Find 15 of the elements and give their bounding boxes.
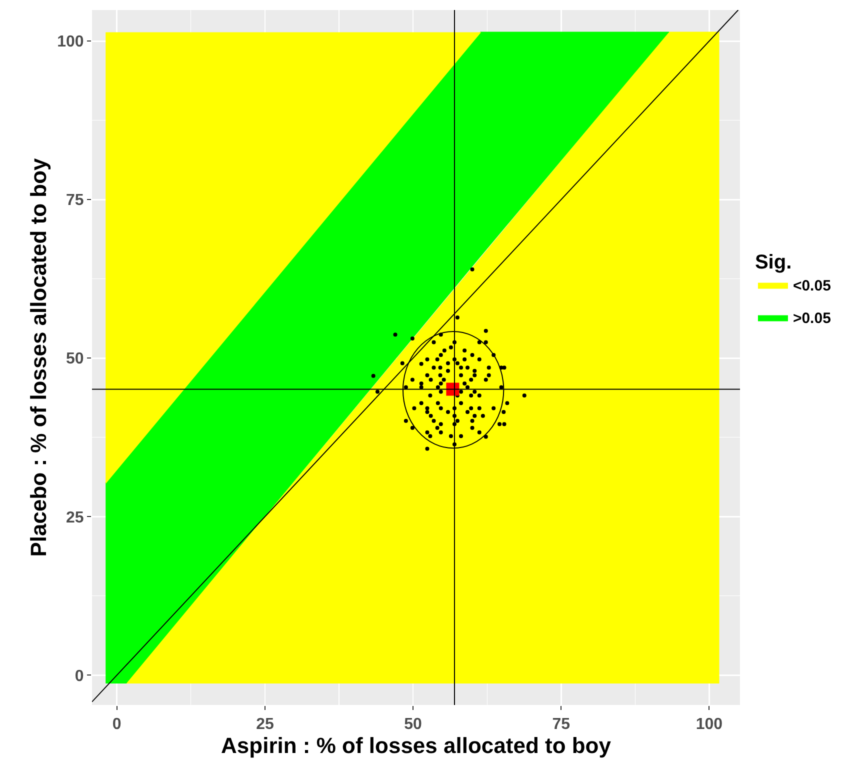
x-tick-label: 25 <box>256 716 274 734</box>
y-tick-label: 50 <box>66 350 84 368</box>
x-tick-label: 50 <box>404 716 422 734</box>
legend-label: >0.05 <box>792 310 831 328</box>
x-tick-label: 100 <box>696 716 723 734</box>
x-axis-title: Aspirin : % of losses allocated to boy <box>221 733 612 758</box>
y-tick-label: 0 <box>74 668 84 685</box>
y-tick-label: 75 <box>66 192 84 210</box>
y-tick-label: 25 <box>66 509 84 526</box>
x-tick-label: 0 <box>112 716 122 734</box>
y-axis-title: Placebo : % of losses allocated to boy <box>26 157 51 557</box>
x-tick-label: 75 <box>552 716 570 734</box>
y-tick-label: 100 <box>57 34 84 51</box>
legend-label: <0.05 <box>792 278 831 295</box>
legend-title: Sig. <box>754 252 792 274</box>
